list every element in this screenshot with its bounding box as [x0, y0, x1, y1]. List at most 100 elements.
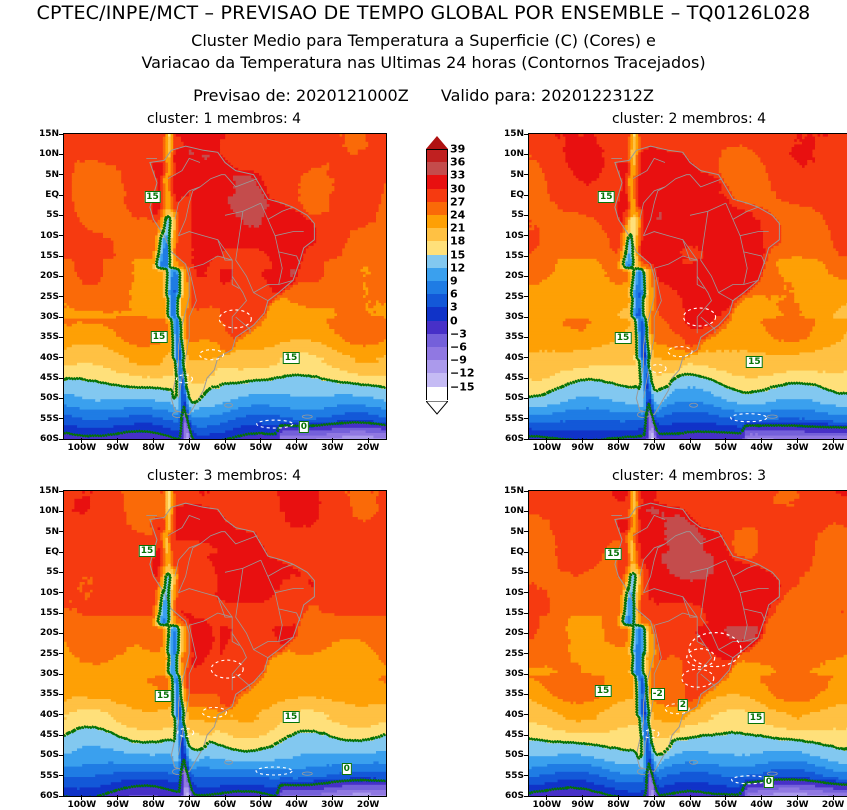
panel-title-cluster-4: cluster: 4 membros: 3 — [528, 468, 847, 484]
y-axis-tick-label: 10S — [29, 588, 59, 598]
x-axis-tick-label: 40W — [750, 800, 772, 810]
y-axis-tick-label: 10N — [29, 506, 59, 516]
map-canvas-cluster-3[interactable] — [63, 490, 387, 797]
y-axis-tick-label: 40S — [29, 353, 59, 363]
x-axis-tick-label: 80W — [607, 800, 629, 810]
colorbar-segment — [426, 360, 448, 373]
x-axis-tick-label: 90W — [571, 800, 593, 810]
y-axis-tick-label: 5S — [29, 210, 59, 220]
x-axis-tick-label: 90W — [571, 443, 593, 453]
y-axis-tick-label: 15N — [29, 486, 59, 496]
colorbar-segment — [426, 241, 448, 254]
colorbar-extend-min-outline — [426, 400, 448, 414]
y-axis-tick-label: 15S — [29, 608, 59, 618]
x-axis-tick-label: 70W — [178, 443, 200, 453]
y-axis-tick-label: 10N — [494, 506, 524, 516]
colorbar-segment — [426, 149, 448, 163]
y-axis-tick-label: 45S — [29, 373, 59, 383]
y-axis-tick-label: 60S — [494, 791, 524, 801]
y-axis-tick-label: 35S — [29, 689, 59, 699]
y-axis-tick-label: 10S — [29, 231, 59, 241]
y-axis-tick-label: 55S — [494, 414, 524, 424]
colorbar-segment — [426, 175, 448, 188]
colorbar-segment — [426, 255, 448, 268]
y-axis-tick-label: 50S — [494, 393, 524, 403]
x-axis-tick-label: 70W — [178, 800, 200, 810]
subtitle-line-1: Cluster Medio para Temperatura a Superfi… — [0, 31, 847, 50]
map-canvas-cluster-4[interactable] — [528, 490, 847, 797]
colorbar-segment — [426, 162, 448, 175]
colorbar-tick-label: 15 — [450, 248, 465, 261]
colorbar-tick-label: 39 — [450, 143, 465, 156]
y-axis-tick-label: 15S — [494, 251, 524, 261]
colorbar-tick-label: −12 — [450, 367, 475, 380]
subtitle-line-2: Variacao da Temperatura nas Ultimas 24 h… — [0, 53, 847, 72]
colorbar-tick-label: −9 — [450, 354, 467, 367]
colorbar-segment — [426, 294, 448, 307]
y-axis-tick-label: EQ — [494, 547, 524, 557]
colorbar-segment — [426, 321, 448, 334]
colorbar-segment — [426, 228, 448, 241]
y-axis-tick-label: 45S — [494, 373, 524, 383]
x-axis-tick-label: 40W — [750, 443, 772, 453]
x-axis-tick-label: 30W — [321, 443, 343, 453]
colorbar-segment — [426, 307, 448, 320]
x-axis-tick-label: 60W — [214, 800, 236, 810]
map-canvas-cluster-2[interactable] — [528, 133, 847, 440]
y-axis-tick-label: 10N — [494, 149, 524, 159]
y-axis-tick-label: 55S — [494, 771, 524, 781]
x-axis-tick-label: 50W — [715, 443, 737, 453]
x-axis-tick-label: 30W — [786, 443, 808, 453]
x-axis-tick-label: 30W — [786, 800, 808, 810]
x-axis-tick-label: 20W — [357, 800, 379, 810]
x-axis-tick-label: 80W — [607, 443, 629, 453]
y-axis-tick-label: 40S — [29, 710, 59, 720]
y-axis-tick-label: 50S — [494, 750, 524, 760]
y-axis-tick-label: 25S — [494, 292, 524, 302]
x-axis-tick-label: 50W — [250, 443, 272, 453]
y-axis-tick-label: 20S — [29, 628, 59, 638]
x-axis-tick-label: 60W — [679, 443, 701, 453]
y-axis-tick-label: 45S — [494, 730, 524, 740]
y-axis-tick-label: 30S — [29, 669, 59, 679]
y-axis-tick-label: EQ — [29, 190, 59, 200]
colorbar-tick-label: 30 — [450, 182, 465, 195]
x-axis-tick-label: 20W — [822, 443, 844, 453]
colorbar-tick-label: 12 — [450, 261, 465, 274]
colorbar-segment — [426, 215, 448, 228]
colorbar-tick-label: 0 — [450, 314, 458, 327]
colorbar-tick-label: 9 — [450, 275, 458, 288]
page-title: CPTEC/INPE/MCT – PREVISAO DE TEMPO GLOBA… — [0, 2, 847, 24]
x-axis-tick-label: 80W — [142, 800, 164, 810]
y-axis-tick-label: 35S — [29, 332, 59, 342]
x-axis-tick-label: 100W — [68, 443, 97, 453]
y-axis-tick-label: EQ — [29, 547, 59, 557]
y-axis-tick-label: 5N — [29, 170, 59, 180]
colorbar-segment — [426, 202, 448, 215]
colorbar-tick-label: 21 — [450, 222, 465, 235]
colorbar-tick-label: 6 — [450, 288, 458, 301]
y-axis-tick-label: 20S — [29, 271, 59, 281]
colorbar-tick-label: 3 — [450, 301, 458, 314]
x-axis-tick-label: 70W — [643, 800, 665, 810]
y-axis-tick-label: 15N — [494, 486, 524, 496]
y-axis-tick-label: 5S — [29, 567, 59, 577]
colorbar-tick-label: 33 — [450, 169, 465, 182]
y-axis-tick-label: 50S — [29, 393, 59, 403]
y-axis-tick-label: EQ — [494, 190, 524, 200]
y-axis-tick-label: 5S — [494, 567, 524, 577]
map-canvas-cluster-1[interactable] — [63, 133, 387, 440]
x-axis-tick-label: 20W — [357, 443, 379, 453]
y-axis-tick-label: 30S — [494, 669, 524, 679]
colorbar-tick-label: −15 — [450, 380, 475, 393]
y-axis-tick-label: 20S — [494, 628, 524, 638]
y-axis-tick-label: 25S — [29, 292, 59, 302]
y-axis-tick-label: 15S — [494, 608, 524, 618]
x-axis-tick-label: 100W — [533, 443, 562, 453]
forecast-validity-line: Previsao de: 2020121000Z Valido para: 20… — [0, 86, 847, 105]
colorbar-tick-label: −3 — [450, 327, 467, 340]
y-axis-tick-label: 25S — [494, 649, 524, 659]
colorbar-segment — [426, 334, 448, 347]
colorbar-extend-max-arrow — [426, 136, 448, 149]
